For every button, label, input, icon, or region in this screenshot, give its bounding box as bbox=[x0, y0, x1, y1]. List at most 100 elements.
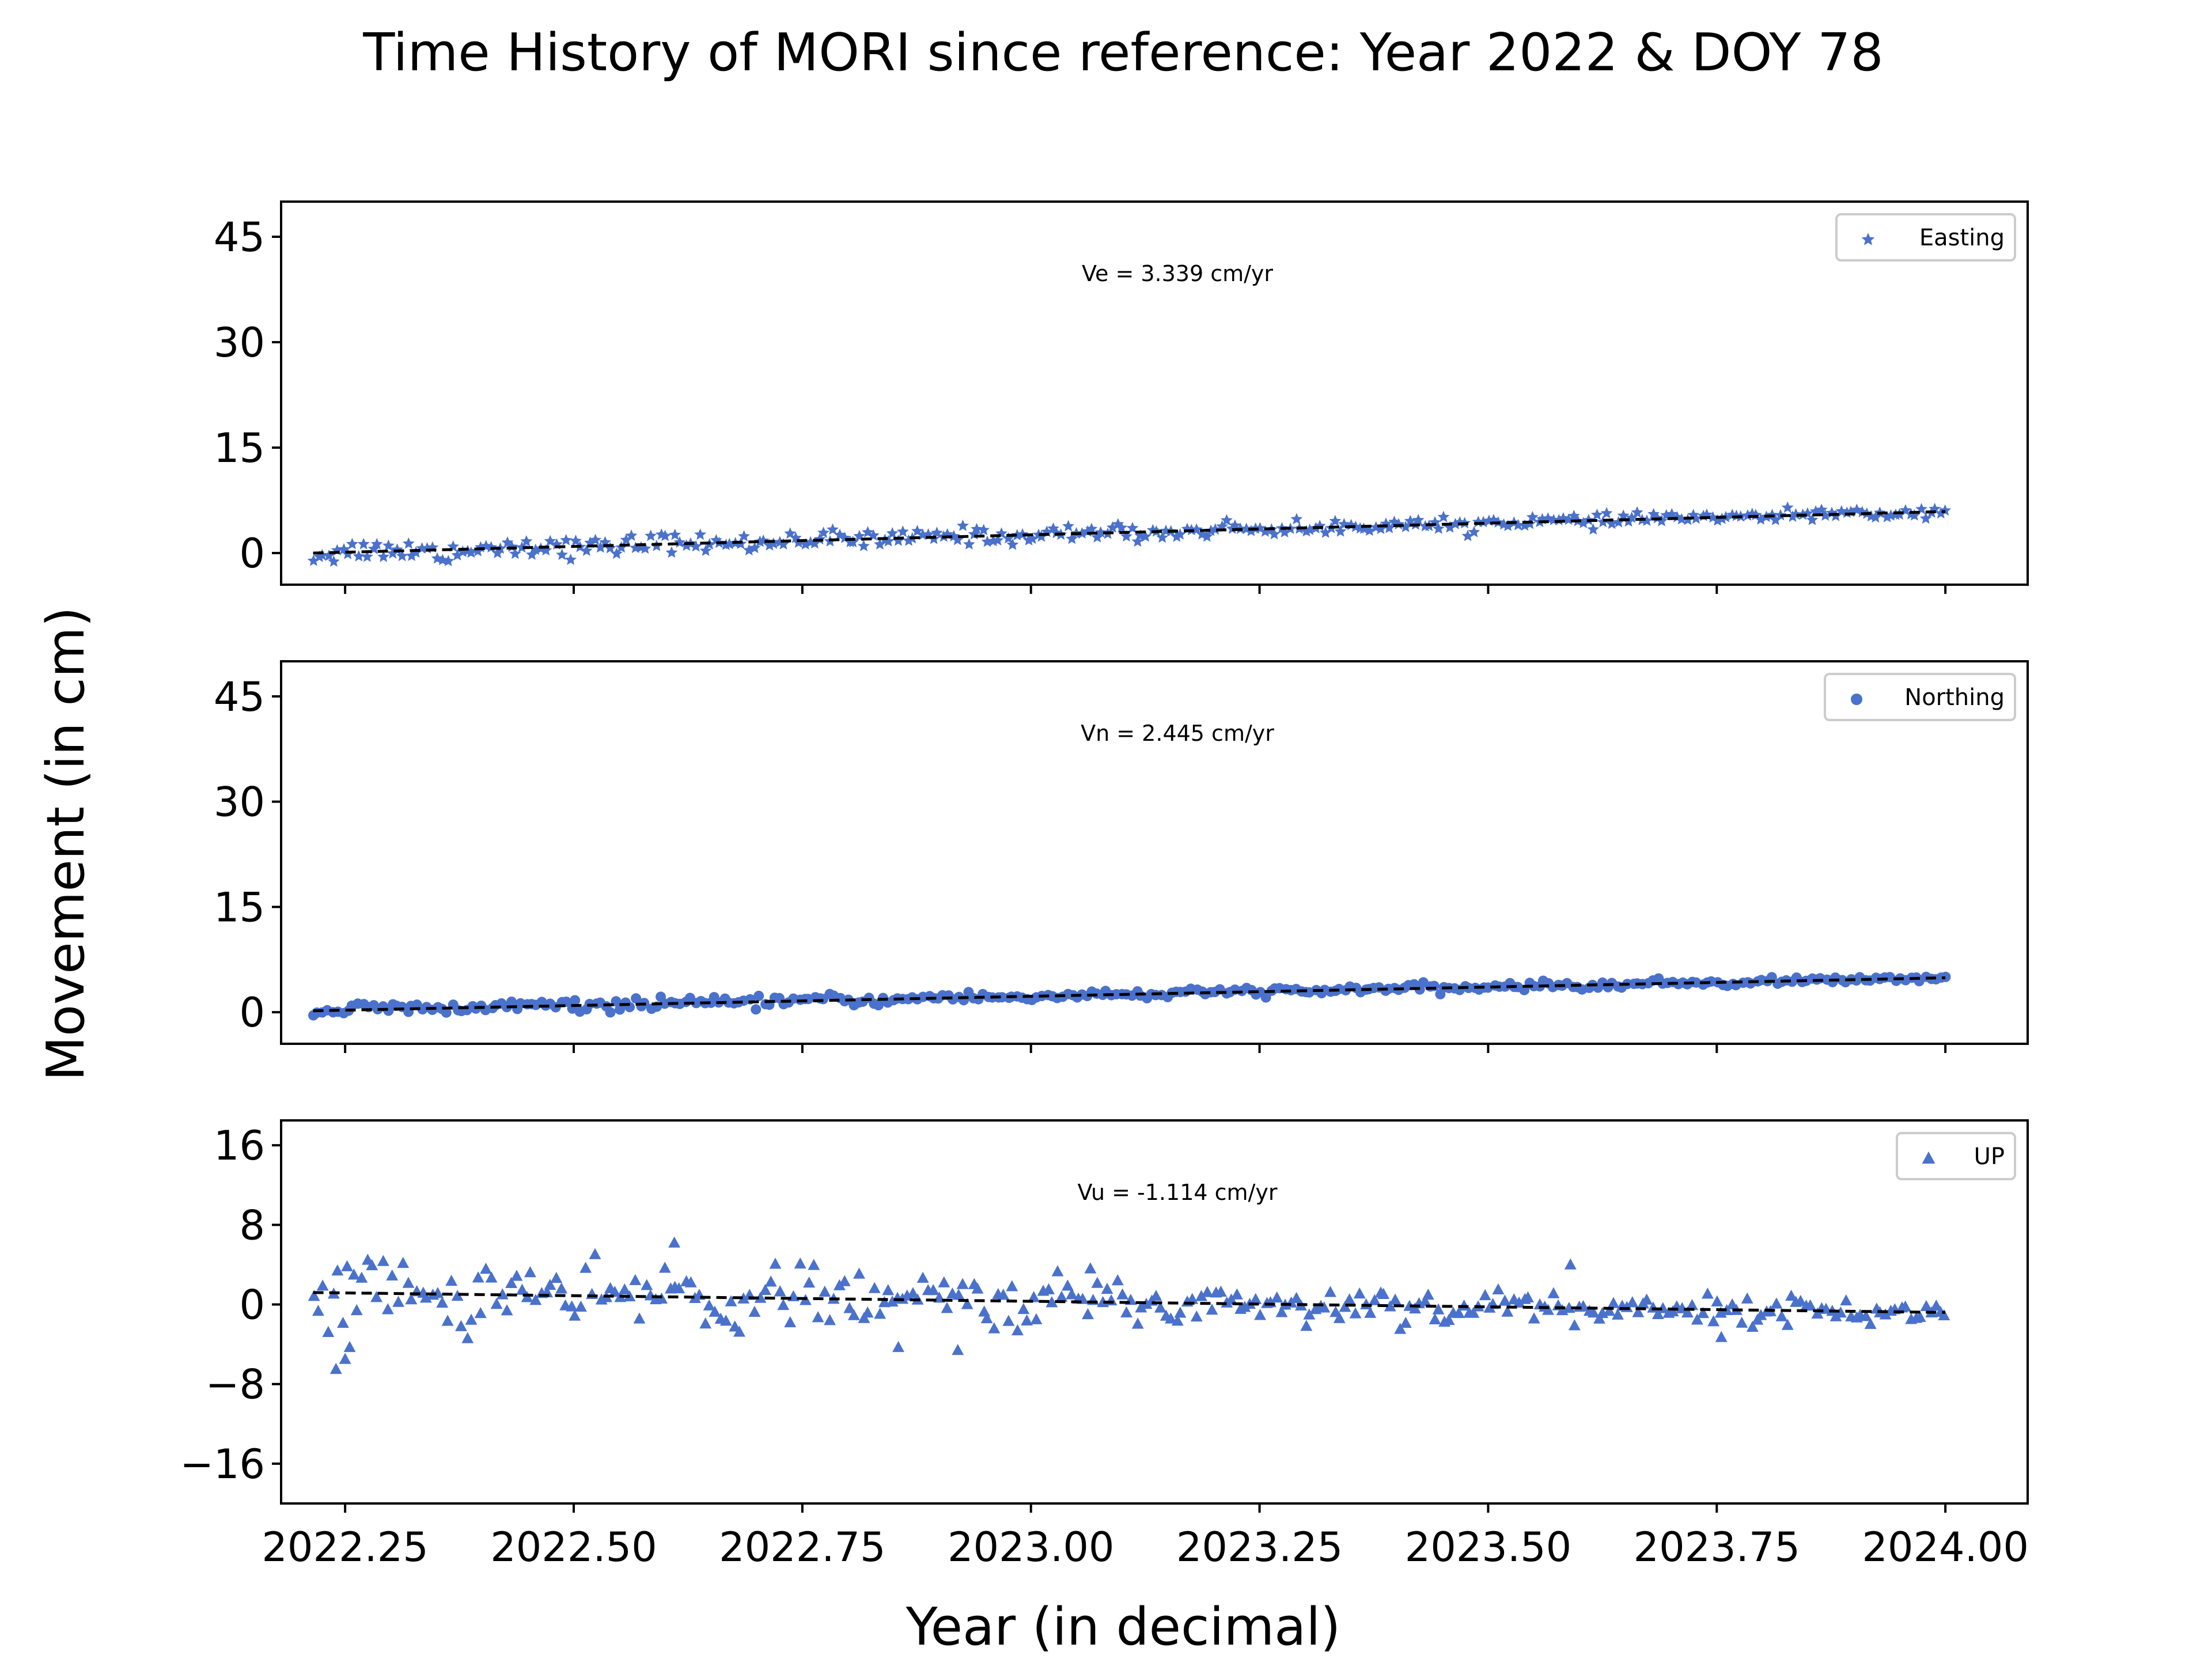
data-point bbox=[1806, 513, 1819, 525]
data-point bbox=[938, 1276, 950, 1287]
data-point bbox=[1513, 1296, 1525, 1308]
data-point bbox=[308, 1290, 320, 1301]
data-point bbox=[968, 528, 980, 540]
data-point bbox=[1017, 1302, 1030, 1315]
data-point bbox=[1300, 1320, 1313, 1331]
data-point bbox=[1697, 1306, 1709, 1319]
data-point bbox=[878, 1296, 891, 1308]
data-point bbox=[402, 537, 415, 549]
data-point bbox=[886, 527, 899, 539]
data-point bbox=[594, 541, 607, 553]
data-point bbox=[1135, 1301, 1147, 1313]
data-point bbox=[1051, 1265, 1064, 1277]
data-point bbox=[485, 1271, 498, 1283]
data-point bbox=[669, 528, 681, 540]
data-point bbox=[505, 1277, 518, 1289]
data-point bbox=[757, 534, 770, 546]
data-point bbox=[991, 534, 1004, 546]
data-point bbox=[1164, 1312, 1177, 1324]
data-point bbox=[1303, 1308, 1316, 1320]
x-tick-label: 2023.00 bbox=[948, 1524, 1114, 1571]
data-point-outlier bbox=[952, 1344, 964, 1355]
data-point bbox=[441, 1315, 454, 1326]
data-point bbox=[316, 1279, 329, 1291]
data-point bbox=[1140, 1297, 1153, 1309]
data-point bbox=[441, 1007, 452, 1018]
data-point bbox=[641, 1279, 653, 1290]
data-point bbox=[618, 1283, 631, 1295]
data-point bbox=[1011, 1324, 1024, 1336]
data-point bbox=[764, 1275, 777, 1287]
data-point bbox=[1115, 521, 1128, 533]
data-point bbox=[1755, 1309, 1767, 1320]
legend: Easting bbox=[1835, 213, 2016, 262]
axes-frame bbox=[280, 200, 2029, 586]
data-point bbox=[1492, 1283, 1505, 1295]
data-point bbox=[1260, 992, 1271, 1003]
data-point bbox=[808, 537, 821, 549]
data-point bbox=[472, 1271, 484, 1283]
data-point bbox=[442, 555, 454, 566]
data-point bbox=[748, 541, 761, 554]
data-point bbox=[1652, 1308, 1664, 1320]
data-point bbox=[963, 538, 975, 550]
data-point bbox=[1686, 1298, 1698, 1310]
data-point bbox=[751, 1004, 762, 1015]
data-point bbox=[1632, 1306, 1645, 1317]
data-point bbox=[322, 1325, 335, 1338]
data-point bbox=[605, 1007, 616, 1018]
data-point bbox=[903, 534, 915, 546]
data-point bbox=[565, 553, 577, 565]
data-point bbox=[1597, 516, 1609, 528]
x-tick-label: 2023.25 bbox=[1176, 1524, 1343, 1571]
data-point bbox=[1600, 507, 1613, 518]
data-point bbox=[861, 1306, 874, 1318]
data-point bbox=[1701, 1287, 1714, 1299]
data-point bbox=[525, 548, 538, 560]
data-point bbox=[763, 539, 776, 551]
data-point bbox=[1591, 508, 1603, 520]
data-point bbox=[1006, 1280, 1018, 1291]
data-point bbox=[874, 1308, 887, 1319]
data-point bbox=[1437, 510, 1450, 522]
data-point bbox=[1201, 1286, 1214, 1297]
velocity-annotation: Vu = -1.114 cm/yr bbox=[1078, 1180, 1278, 1205]
data-point bbox=[709, 1305, 721, 1317]
data-point bbox=[978, 1305, 991, 1317]
data-point bbox=[465, 1313, 478, 1325]
data-point bbox=[838, 1275, 851, 1286]
velocity-annotation: Ve = 3.339 cm/yr bbox=[1082, 261, 1273, 286]
data-point bbox=[346, 537, 358, 550]
data-point bbox=[1707, 1315, 1720, 1327]
data-point bbox=[1290, 513, 1303, 525]
data-point bbox=[445, 1274, 458, 1286]
data-point bbox=[988, 1322, 1001, 1334]
data-point bbox=[1186, 1293, 1199, 1304]
data-point bbox=[396, 550, 408, 562]
data-point bbox=[1577, 517, 1590, 528]
y-tick-label: 8 bbox=[239, 1202, 265, 1249]
data-point bbox=[327, 555, 340, 567]
data-point bbox=[1498, 1294, 1511, 1306]
data-point bbox=[1334, 525, 1347, 537]
data-point bbox=[738, 530, 750, 541]
data-point bbox=[1174, 528, 1186, 540]
data-point bbox=[1156, 531, 1169, 543]
data-point bbox=[1656, 514, 1668, 527]
data-point bbox=[1605, 517, 1618, 529]
data-point bbox=[1131, 1317, 1144, 1329]
data-point bbox=[1429, 1313, 1441, 1324]
data-point bbox=[1444, 521, 1456, 533]
legend-marker bbox=[1861, 233, 1875, 245]
data-point bbox=[952, 1289, 965, 1300]
data-point bbox=[1859, 1310, 1872, 1321]
data-point bbox=[1131, 535, 1144, 547]
data-point bbox=[1746, 1320, 1759, 1332]
data-point bbox=[1568, 1319, 1581, 1331]
x-tick-label: 2023.50 bbox=[1405, 1524, 1571, 1571]
data-point bbox=[555, 1282, 568, 1294]
data-point bbox=[886, 1295, 899, 1307]
data-point bbox=[589, 1248, 601, 1259]
y-tick-label: 16 bbox=[214, 1122, 265, 1169]
data-point bbox=[1002, 1315, 1015, 1326]
